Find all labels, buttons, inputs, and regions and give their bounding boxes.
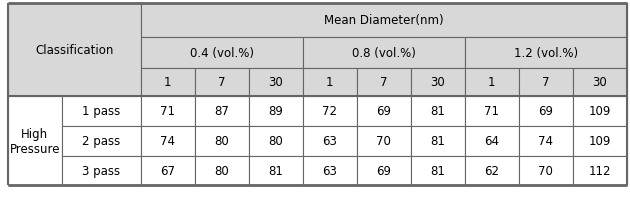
Bar [303, 156, 357, 185]
Bar [195, 97, 249, 126]
Text: 71: 71 [160, 105, 175, 118]
Bar [62, 156, 140, 185]
Bar [249, 68, 303, 97]
Text: 1 pass: 1 pass [83, 105, 120, 118]
Text: 63: 63 [323, 164, 337, 177]
Bar [411, 156, 465, 185]
Bar [195, 126, 249, 156]
Text: 3 pass: 3 pass [83, 164, 120, 177]
Bar [62, 97, 140, 126]
Bar [140, 97, 195, 126]
Bar [140, 126, 195, 156]
Bar [519, 97, 573, 126]
Text: 1: 1 [326, 76, 333, 89]
Text: 74: 74 [538, 135, 553, 147]
Bar [303, 38, 465, 68]
Text: Mean Diameter(nm): Mean Diameter(nm) [324, 14, 444, 27]
Bar [249, 156, 303, 185]
Bar [357, 156, 411, 185]
Text: 69: 69 [376, 164, 391, 177]
Text: 72: 72 [323, 105, 337, 118]
Bar [357, 126, 411, 156]
Bar [411, 68, 465, 97]
Text: 62: 62 [484, 164, 500, 177]
Text: 30: 30 [592, 76, 607, 89]
Bar [519, 156, 573, 185]
Text: 67: 67 [160, 164, 175, 177]
Bar [411, 97, 465, 126]
Text: 80: 80 [214, 164, 229, 177]
Text: 109: 109 [588, 135, 611, 147]
Text: 7: 7 [218, 76, 226, 89]
Bar [573, 126, 627, 156]
Bar [8, 4, 140, 97]
Text: 80: 80 [268, 135, 283, 147]
Bar [140, 68, 195, 97]
Text: 0.8 (vol.%): 0.8 (vol.%) [352, 47, 416, 60]
Text: 87: 87 [214, 105, 229, 118]
Text: 1.2 (vol.%): 1.2 (vol.%) [513, 47, 578, 60]
Text: 81: 81 [430, 164, 445, 177]
Text: 69: 69 [376, 105, 391, 118]
Bar [573, 68, 627, 97]
Text: 81: 81 [268, 164, 283, 177]
Text: 81: 81 [430, 105, 445, 118]
Bar [195, 156, 249, 185]
Text: 30: 30 [430, 76, 445, 89]
Text: 64: 64 [484, 135, 500, 147]
Bar [411, 126, 465, 156]
Bar [465, 126, 519, 156]
Text: 71: 71 [484, 105, 500, 118]
Bar [573, 97, 627, 126]
Text: High
Pressure: High Pressure [9, 127, 60, 155]
Text: 7: 7 [542, 76, 549, 89]
Bar [140, 4, 627, 38]
Text: 69: 69 [538, 105, 553, 118]
Text: 81: 81 [430, 135, 445, 147]
Text: 112: 112 [588, 164, 611, 177]
Bar [62, 126, 140, 156]
Text: 1: 1 [164, 76, 171, 89]
Bar [303, 126, 357, 156]
Bar [357, 97, 411, 126]
Bar [465, 38, 627, 68]
Bar [573, 156, 627, 185]
Bar [303, 68, 357, 97]
Bar [465, 68, 519, 97]
Bar [8, 97, 62, 185]
Text: 7: 7 [380, 76, 387, 89]
Text: Classification: Classification [35, 44, 113, 57]
Text: 74: 74 [160, 135, 175, 147]
Text: 0.4 (vol.%): 0.4 (vol.%) [190, 47, 254, 60]
Text: 89: 89 [268, 105, 283, 118]
Text: 80: 80 [214, 135, 229, 147]
Bar [249, 97, 303, 126]
Bar [249, 126, 303, 156]
Bar [465, 97, 519, 126]
Text: 70: 70 [376, 135, 391, 147]
Text: 70: 70 [539, 164, 553, 177]
Bar [519, 126, 573, 156]
Text: 30: 30 [268, 76, 283, 89]
Bar [303, 97, 357, 126]
Bar [195, 68, 249, 97]
Text: 2 pass: 2 pass [83, 135, 120, 147]
Bar [519, 68, 573, 97]
Bar [357, 68, 411, 97]
Text: 1: 1 [488, 76, 496, 89]
Bar [465, 156, 519, 185]
Bar [140, 38, 303, 68]
Bar [140, 156, 195, 185]
Text: 109: 109 [588, 105, 611, 118]
Text: 63: 63 [323, 135, 337, 147]
